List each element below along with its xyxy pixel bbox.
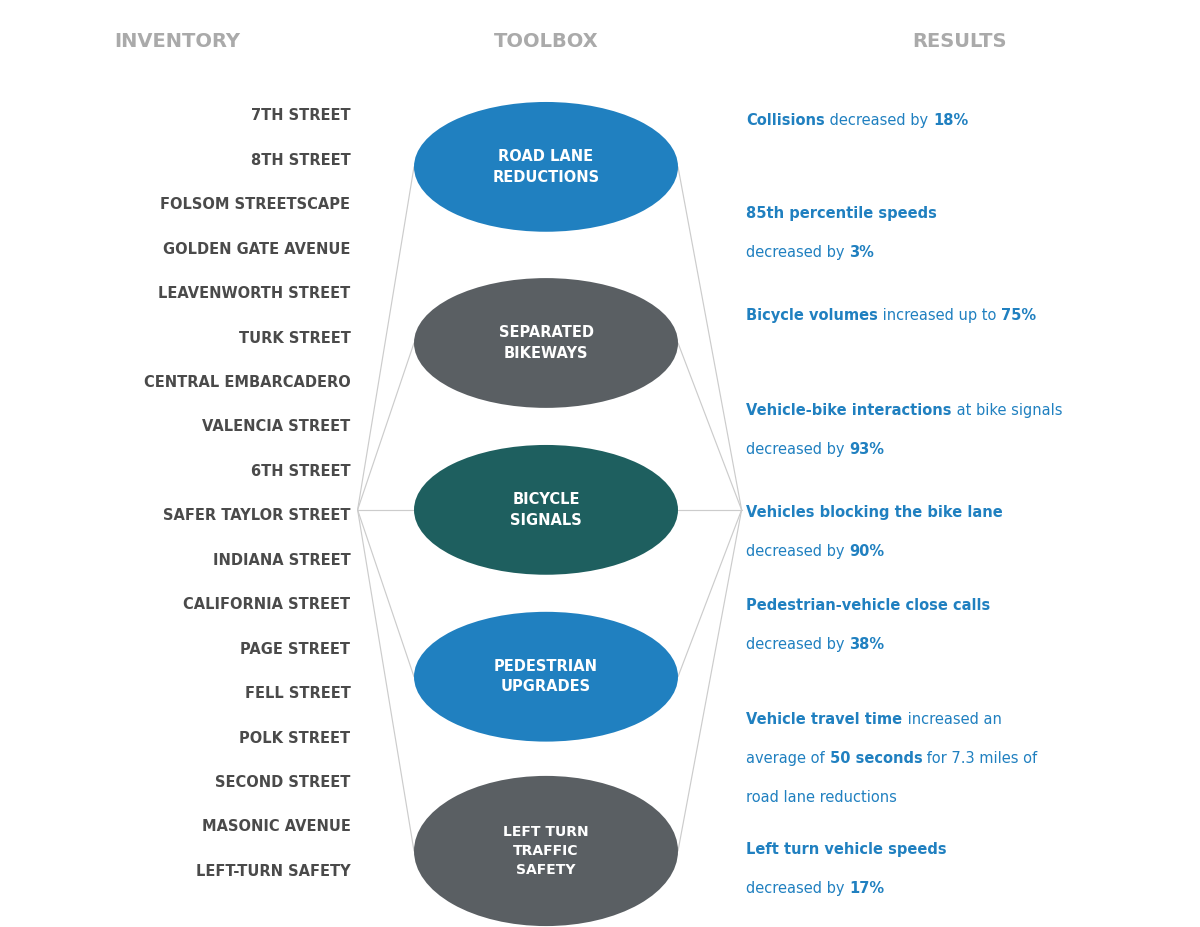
Text: road lane reductions: road lane reductions	[746, 790, 898, 805]
Text: MASONIC AVENUE: MASONIC AVENUE	[202, 819, 350, 834]
Text: Vehicles blocking the bike lane: Vehicles blocking the bike lane	[746, 505, 1003, 520]
Text: SAFER TAYLOR STREET: SAFER TAYLOR STREET	[163, 508, 350, 524]
Text: BICYCLE
SIGNALS: BICYCLE SIGNALS	[510, 492, 582, 527]
Text: FELL STREET: FELL STREET	[245, 686, 350, 701]
Text: 18%: 18%	[932, 113, 968, 128]
Text: 93%: 93%	[850, 442, 884, 457]
Text: 85th percentile speeds: 85th percentile speeds	[746, 206, 937, 221]
Text: FOLSOM STREETSCAPE: FOLSOM STREETSCAPE	[161, 197, 350, 212]
Text: PAGE STREET: PAGE STREET	[240, 641, 350, 656]
Text: Bicycle volumes: Bicycle volumes	[746, 308, 878, 323]
Text: Pedestrian-vehicle close calls: Pedestrian-vehicle close calls	[746, 598, 991, 613]
Text: Collisions: Collisions	[746, 113, 826, 128]
Text: 90%: 90%	[850, 544, 884, 559]
Text: decreased by: decreased by	[746, 245, 850, 260]
Text: VALENCIA STREET: VALENCIA STREET	[202, 419, 350, 435]
Text: INVENTORY: INVENTORY	[115, 32, 240, 51]
Text: 38%: 38%	[850, 637, 884, 652]
Text: ROAD LANE
REDUCTIONS: ROAD LANE REDUCTIONS	[492, 149, 600, 184]
Text: Vehicle travel time: Vehicle travel time	[746, 712, 902, 727]
Text: for 7.3 miles of: for 7.3 miles of	[923, 751, 1038, 766]
Ellipse shape	[414, 445, 678, 575]
Text: PEDESTRIAN
UPGRADES: PEDESTRIAN UPGRADES	[494, 659, 598, 694]
Text: decreased by: decreased by	[746, 881, 850, 895]
Text: POLK STREET: POLK STREET	[239, 730, 350, 745]
Ellipse shape	[414, 278, 678, 408]
Text: INDIANA STREET: INDIANA STREET	[212, 552, 350, 568]
Text: increased up to: increased up to	[878, 308, 1001, 323]
Text: 8TH STREET: 8TH STREET	[251, 153, 350, 168]
Text: LEAVENWORTH STREET: LEAVENWORTH STREET	[158, 286, 350, 301]
Text: 6TH STREET: 6TH STREET	[251, 464, 350, 479]
Text: average of: average of	[746, 751, 829, 766]
Text: decreased by: decreased by	[826, 113, 932, 128]
Ellipse shape	[414, 612, 678, 742]
Text: SECOND STREET: SECOND STREET	[215, 775, 350, 790]
Text: Vehicle-bike interactions: Vehicle-bike interactions	[746, 403, 952, 418]
Text: LEFT TURN
TRAFFIC
SAFETY: LEFT TURN TRAFFIC SAFETY	[503, 825, 589, 877]
Text: decreased by: decreased by	[746, 544, 850, 559]
Text: CENTRAL EMBARCADERO: CENTRAL EMBARCADERO	[144, 375, 350, 390]
Text: 3%: 3%	[850, 245, 875, 260]
Text: at bike signals: at bike signals	[952, 403, 1062, 418]
Text: decreased by: decreased by	[746, 442, 850, 457]
Ellipse shape	[414, 102, 678, 232]
Text: 7TH STREET: 7TH STREET	[251, 108, 350, 123]
Text: TURK STREET: TURK STREET	[239, 331, 350, 346]
Text: CALIFORNIA STREET: CALIFORNIA STREET	[184, 597, 350, 612]
Text: 50 seconds: 50 seconds	[829, 751, 923, 766]
Text: 75%: 75%	[1001, 308, 1037, 323]
Text: RESULTS: RESULTS	[913, 32, 1007, 51]
Text: 17%: 17%	[850, 881, 884, 895]
Text: GOLDEN GATE AVENUE: GOLDEN GATE AVENUE	[163, 242, 350, 257]
Text: increased an: increased an	[902, 712, 1001, 727]
Text: SEPARATED
BIKEWAYS: SEPARATED BIKEWAYS	[498, 325, 594, 361]
Text: Left turn vehicle speeds: Left turn vehicle speeds	[746, 842, 947, 857]
Text: decreased by: decreased by	[746, 637, 850, 652]
Text: LEFT-TURN SAFETY: LEFT-TURN SAFETY	[196, 864, 350, 879]
Text: TOOLBOX: TOOLBOX	[493, 32, 599, 51]
Ellipse shape	[414, 776, 678, 926]
